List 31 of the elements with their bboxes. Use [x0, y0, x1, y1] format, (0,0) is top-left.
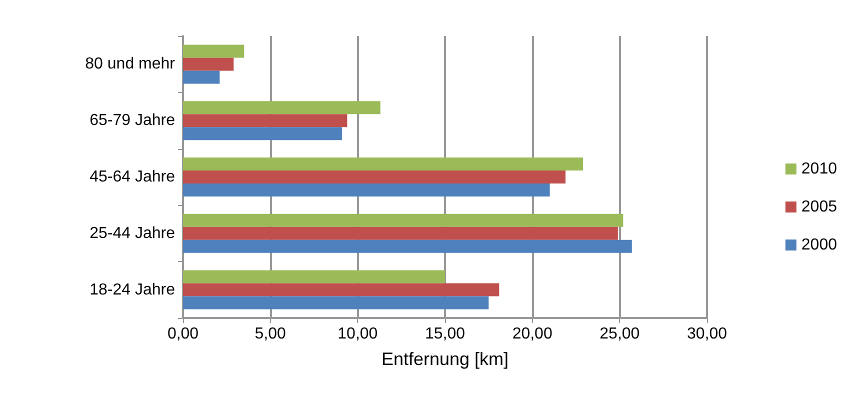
y-tick-label: 80 und mehr [85, 56, 176, 73]
bar [183, 296, 489, 310]
bar [183, 58, 234, 71]
bar [183, 214, 624, 227]
x-axis-title: Entfernung [km] [381, 349, 509, 369]
x-tick-label: 0,00 [167, 326, 199, 342]
bar [183, 70, 220, 84]
x-tick-label: 5,00 [254, 326, 286, 342]
bar [183, 270, 445, 284]
y-tick-label: 25-44 Jahre [90, 224, 176, 242]
bar [183, 240, 632, 253]
legend-label: 2000 [801, 236, 838, 254]
y-tick-label: 45-64 Jahre [90, 168, 176, 186]
bar [183, 184, 550, 196]
x-tick-label: 20,00 [512, 326, 552, 342]
legend-label: 2010 [801, 160, 838, 178]
bar [183, 44, 244, 58]
bar [183, 170, 566, 184]
bar [183, 158, 583, 170]
bar [183, 226, 618, 240]
x-tick-label: 30,00 [686, 326, 728, 342]
bar [183, 101, 380, 114]
legend-label: 2005 [801, 198, 838, 216]
bar [183, 283, 500, 296]
x-tick-label: 10,00 [338, 326, 378, 342]
y-tick-label: 18-24 Jahre [90, 281, 176, 298]
x-tick-label: 25,00 [600, 326, 640, 342]
bar [183, 127, 342, 140]
y-tick-label: 65-79 Jahre [90, 112, 176, 130]
x-tick-label: 15,00 [424, 326, 466, 342]
bar [183, 114, 348, 128]
